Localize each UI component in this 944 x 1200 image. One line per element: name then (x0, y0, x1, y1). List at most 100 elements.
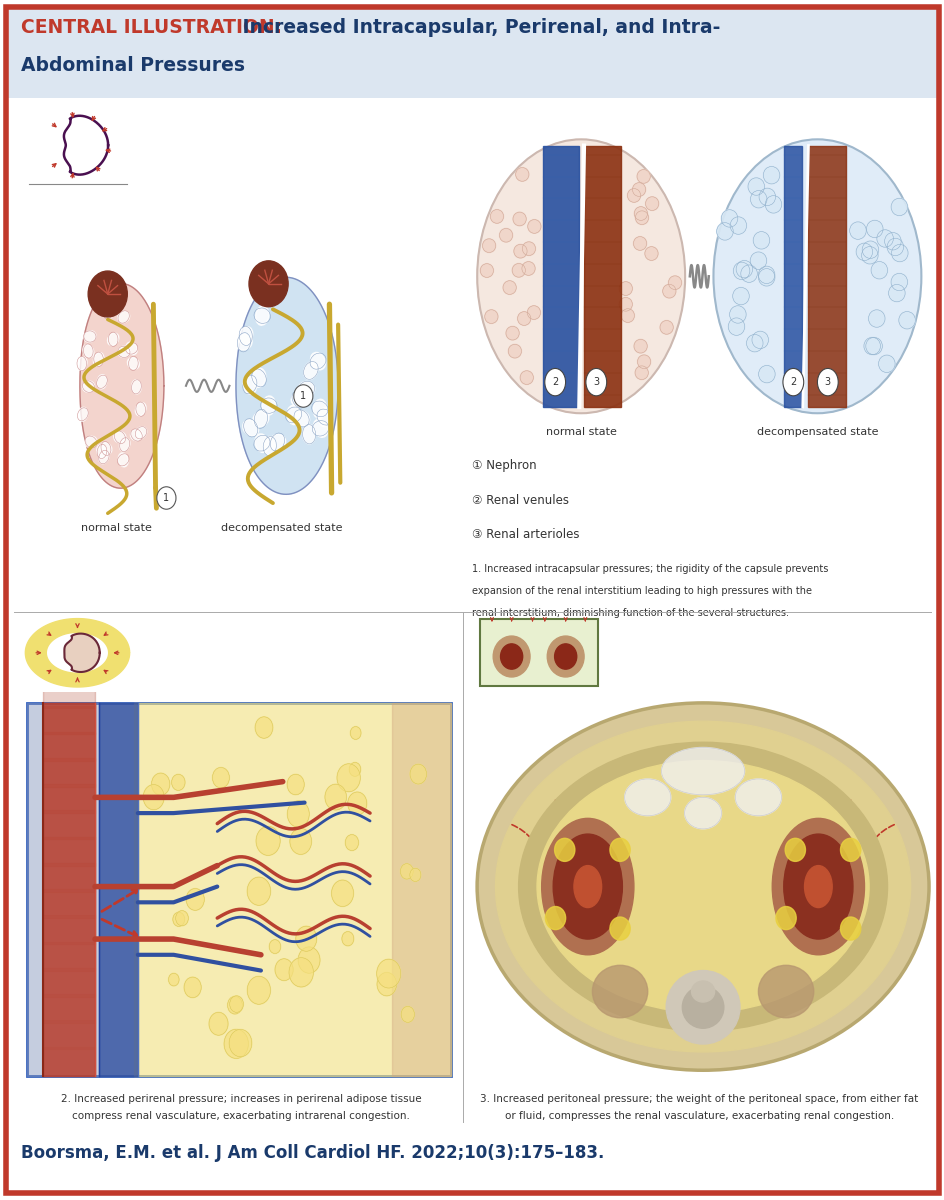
Ellipse shape (730, 217, 746, 234)
Circle shape (269, 940, 280, 954)
Ellipse shape (682, 986, 723, 1028)
Ellipse shape (312, 400, 326, 419)
Ellipse shape (255, 434, 268, 452)
Text: expansion of the renal interstitium leading to high pressures with the: expansion of the renal interstitium lead… (472, 586, 812, 595)
Ellipse shape (771, 818, 864, 955)
Circle shape (184, 977, 201, 997)
Ellipse shape (863, 337, 880, 355)
Text: ③ Renal arterioles: ③ Renal arterioles (472, 528, 580, 541)
Ellipse shape (732, 287, 749, 305)
Text: 1. Increased intracapsular pressures; the rigidity of the capsule prevents: 1. Increased intracapsular pressures; th… (472, 564, 828, 574)
Polygon shape (25, 618, 129, 688)
Ellipse shape (119, 438, 130, 451)
Circle shape (342, 931, 353, 946)
Polygon shape (98, 703, 138, 1075)
Ellipse shape (513, 212, 526, 226)
Ellipse shape (729, 306, 746, 323)
Ellipse shape (255, 306, 269, 325)
Circle shape (295, 926, 316, 952)
Ellipse shape (269, 434, 285, 450)
Ellipse shape (661, 748, 744, 794)
Text: 2: 2 (789, 377, 796, 388)
Ellipse shape (85, 437, 97, 448)
Ellipse shape (750, 191, 767, 208)
Ellipse shape (495, 721, 910, 1052)
Ellipse shape (130, 430, 143, 440)
Circle shape (287, 800, 309, 827)
Circle shape (410, 764, 426, 784)
Ellipse shape (620, 308, 633, 323)
Ellipse shape (98, 450, 110, 463)
Ellipse shape (740, 265, 756, 282)
Ellipse shape (102, 306, 112, 319)
Ellipse shape (554, 644, 576, 670)
Ellipse shape (118, 347, 130, 358)
Circle shape (554, 839, 574, 862)
Circle shape (782, 368, 802, 396)
Circle shape (173, 912, 184, 926)
Ellipse shape (691, 982, 714, 1002)
Circle shape (350, 726, 361, 739)
Ellipse shape (262, 396, 275, 415)
Ellipse shape (876, 229, 892, 247)
Circle shape (477, 139, 684, 413)
Ellipse shape (758, 188, 775, 205)
Bar (543, 145, 578, 407)
Text: 1: 1 (163, 493, 169, 503)
Ellipse shape (303, 361, 318, 379)
Circle shape (157, 487, 176, 509)
Ellipse shape (135, 427, 146, 439)
Ellipse shape (127, 358, 139, 370)
Circle shape (88, 271, 127, 317)
Ellipse shape (480, 264, 493, 277)
Text: Abdominal Pressures: Abdominal Pressures (21, 56, 244, 76)
Text: decompensated state: decompensated state (221, 523, 342, 533)
Ellipse shape (627, 188, 640, 203)
Ellipse shape (618, 298, 632, 311)
Ellipse shape (758, 269, 774, 286)
Ellipse shape (632, 236, 646, 251)
Circle shape (609, 917, 630, 940)
Ellipse shape (500, 644, 522, 670)
Ellipse shape (302, 425, 315, 444)
Circle shape (255, 716, 273, 738)
Ellipse shape (318, 408, 331, 427)
Ellipse shape (253, 410, 269, 427)
Ellipse shape (118, 311, 129, 323)
Circle shape (377, 959, 400, 988)
Ellipse shape (505, 326, 518, 340)
Text: normal state: normal state (546, 427, 615, 437)
Ellipse shape (868, 310, 885, 328)
Ellipse shape (294, 410, 310, 426)
Ellipse shape (734, 779, 781, 816)
Ellipse shape (886, 239, 902, 256)
Ellipse shape (634, 211, 648, 224)
Ellipse shape (93, 353, 104, 366)
Ellipse shape (803, 865, 832, 907)
Text: 3: 3 (824, 377, 830, 388)
Ellipse shape (890, 198, 906, 216)
Ellipse shape (514, 245, 527, 258)
Polygon shape (64, 634, 100, 672)
Text: 3: 3 (593, 377, 598, 388)
Circle shape (839, 917, 860, 940)
Ellipse shape (493, 636, 530, 677)
Ellipse shape (752, 232, 769, 250)
Ellipse shape (634, 366, 648, 379)
Circle shape (325, 784, 346, 810)
Ellipse shape (536, 761, 868, 1013)
Ellipse shape (287, 406, 300, 425)
Ellipse shape (235, 335, 252, 350)
Ellipse shape (527, 306, 540, 319)
Bar (27, 703, 136, 1075)
Ellipse shape (765, 196, 781, 214)
Ellipse shape (865, 337, 882, 355)
Ellipse shape (515, 168, 529, 181)
Ellipse shape (77, 407, 88, 421)
Circle shape (713, 139, 920, 413)
Ellipse shape (547, 636, 583, 677)
Ellipse shape (720, 210, 737, 227)
Circle shape (228, 1030, 251, 1057)
Ellipse shape (890, 274, 906, 290)
Circle shape (228, 996, 242, 1014)
